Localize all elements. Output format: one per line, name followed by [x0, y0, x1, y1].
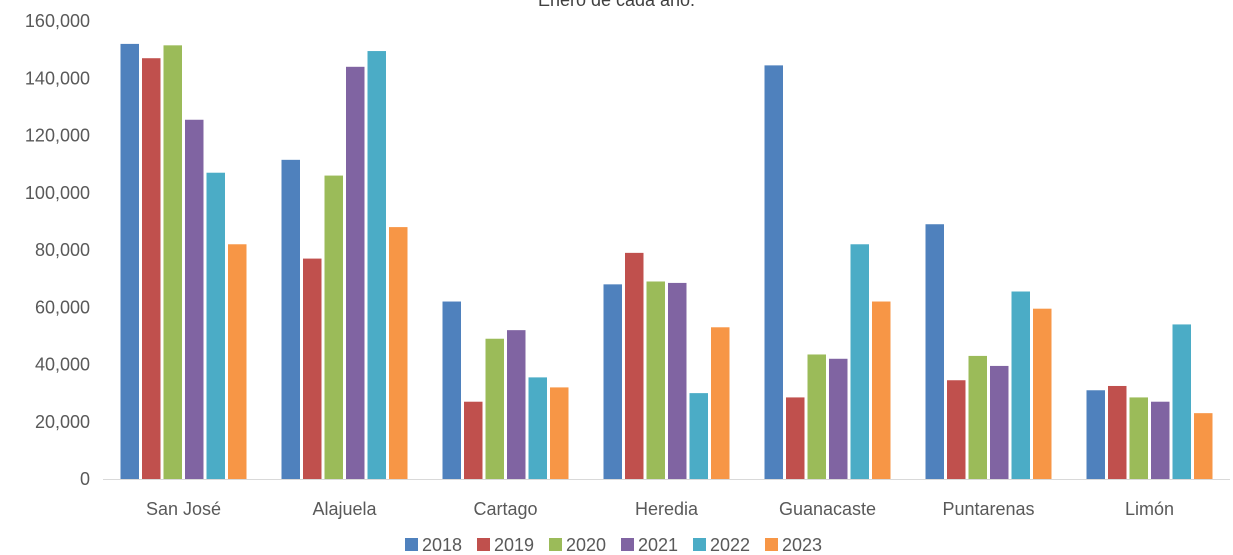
x-tick-label: Limón [1125, 499, 1174, 519]
bar-2021 [829, 358, 848, 479]
legend-item-2021: 2021 [621, 535, 678, 555]
bar-2020 [324, 175, 343, 479]
y-tick-label: 40,000 [35, 355, 90, 375]
bar-2022 [689, 393, 708, 479]
y-tick-label: 60,000 [35, 297, 90, 317]
bar-2019 [464, 401, 483, 479]
y-tick-label: 20,000 [35, 412, 90, 432]
bar-2019 [142, 58, 161, 480]
y-tick-label: 140,000 [25, 68, 90, 88]
bar-2023 [389, 227, 408, 479]
legend-item-2023: 2023 [765, 535, 822, 555]
y-tick-label: 100,000 [25, 183, 90, 203]
legend-item-2018: 2018 [405, 535, 462, 555]
bar-2019 [1108, 385, 1127, 479]
bar-2023 [550, 387, 569, 479]
bar-2022 [1011, 291, 1030, 479]
bar-2022 [206, 172, 225, 479]
legend-label: 2018 [422, 535, 462, 555]
bar-2021 [1151, 401, 1170, 479]
bar-2022 [1172, 324, 1191, 479]
bar-2022 [367, 51, 386, 480]
legend-item-2022: 2022 [693, 535, 750, 555]
bar-2023 [711, 327, 730, 479]
chart-title: Enero de cada año. [537, 0, 696, 10]
x-tick-label: Cartago [473, 499, 537, 519]
legend-swatch [693, 538, 706, 551]
bar-2018 [1086, 390, 1105, 479]
legend-swatch [477, 538, 490, 551]
x-tick-label: San José [146, 499, 221, 519]
bar-2019 [625, 252, 644, 479]
legend-label: 2019 [494, 535, 534, 555]
legend-swatch [621, 538, 634, 551]
bar-2023 [872, 301, 891, 479]
y-tick-label: 0 [80, 469, 90, 489]
bar-2018 [442, 301, 461, 479]
x-tick-label: Heredia [635, 499, 699, 519]
bar-2020 [1129, 397, 1148, 479]
legend-swatch [765, 538, 778, 551]
bar-2023 [1033, 308, 1052, 479]
legend-swatch [405, 538, 418, 551]
bar-2022 [528, 377, 547, 479]
x-tick-label: Alajuela [312, 499, 377, 519]
bar-2020 [807, 354, 826, 479]
legend-item-2019: 2019 [477, 535, 534, 555]
bar-2022 [850, 244, 869, 479]
y-axis-labels: 0 20,000 40,000 60,000 80,000 100,000 120,000 1… [25, 11, 90, 489]
bar-2020 [163, 45, 182, 480]
bar-2018 [603, 284, 622, 479]
bar-2019 [947, 380, 966, 479]
bar-2023 [1194, 413, 1213, 479]
legend-item-2020: 2020 [549, 535, 606, 555]
bar-2021 [346, 66, 365, 480]
bar-2018 [925, 224, 944, 479]
bar-2020 [485, 338, 504, 479]
y-tick-label: 80,000 [35, 240, 90, 260]
bar-2020 [968, 355, 987, 479]
legend-label: 2023 [782, 535, 822, 555]
x-tick-label: Puntarenas [942, 499, 1034, 519]
x-axis-labels: San José Alajuela Cartago Heredia Guanacaste… [146, 499, 1174, 519]
y-tick-label: 120,000 [25, 126, 90, 146]
bar-2023 [228, 244, 247, 479]
bar-2021 [990, 365, 1009, 479]
legend: 2018 2019 2020 2021 2022 2023 [405, 535, 822, 555]
bar-2018 [120, 43, 139, 480]
bar-2021 [668, 282, 687, 479]
bar-2018 [764, 65, 783, 480]
y-tick-label: 160,000 [25, 11, 90, 31]
bars [120, 43, 1213, 480]
bar-2021 [185, 119, 204, 479]
bar-2019 [303, 258, 322, 479]
bar-2018 [281, 159, 300, 480]
bar-2019 [786, 397, 805, 479]
legend-swatch [549, 538, 562, 551]
legend-label: 2022 [710, 535, 750, 555]
bar-2020 [646, 281, 665, 479]
legend-label: 2020 [566, 535, 606, 555]
bar-2021 [507, 330, 526, 479]
legend-label: 2021 [638, 535, 678, 555]
x-tick-label: Guanacaste [779, 499, 876, 519]
